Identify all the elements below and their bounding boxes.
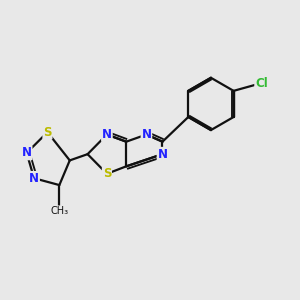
Text: N: N xyxy=(102,128,112,141)
Text: Cl: Cl xyxy=(255,76,268,90)
Text: N: N xyxy=(158,148,167,161)
Text: S: S xyxy=(43,126,52,139)
Text: N: N xyxy=(22,146,32,160)
Text: N: N xyxy=(141,128,152,141)
Text: S: S xyxy=(103,167,111,180)
Text: CH₃: CH₃ xyxy=(50,206,68,216)
Text: N: N xyxy=(29,172,39,185)
